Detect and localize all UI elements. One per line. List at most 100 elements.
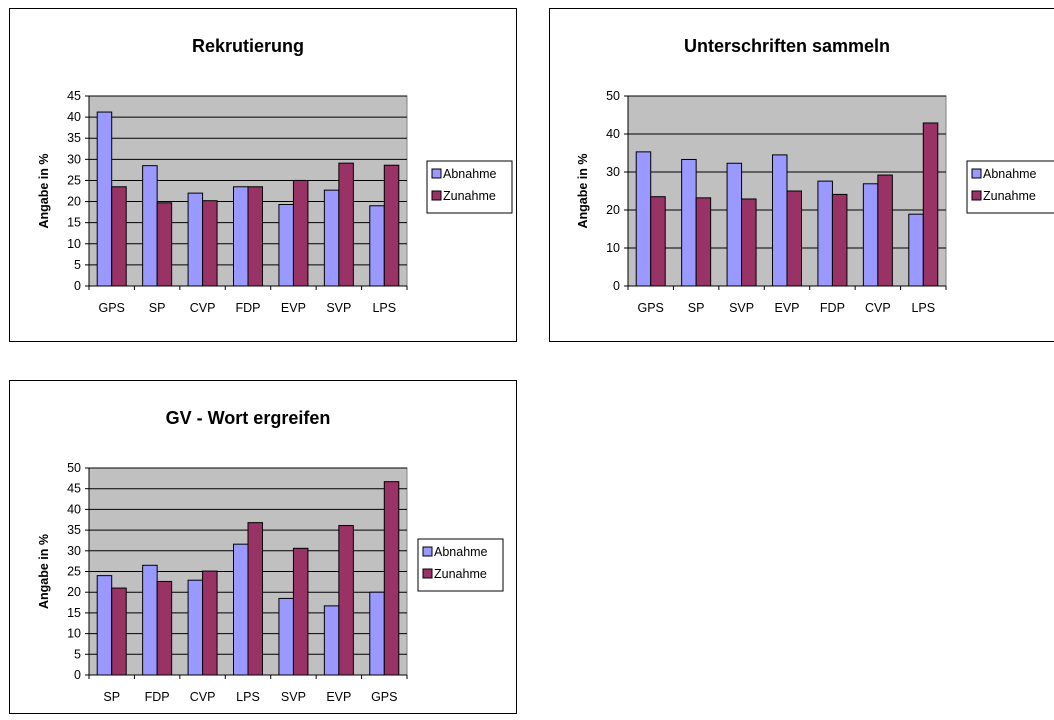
legend-swatch-abnahme (422, 546, 433, 557)
legend-swatch-zunahme (431, 190, 442, 201)
x-tick-label: FDP (145, 690, 170, 704)
bar-zunahme-fdp (156, 580, 173, 676)
y-tick-label: 30 (67, 544, 81, 558)
bar-zunahme-fdp (831, 193, 848, 287)
y-tick-label: 50 (67, 461, 81, 475)
legend-swatch-zunahme (422, 568, 433, 579)
bar-zunahme-evp (292, 179, 309, 287)
bar-abnahme-evp (323, 605, 340, 676)
x-tick-label: SP (149, 301, 166, 315)
bar-zunahme-sp (111, 587, 127, 676)
bar-zunahme-svp (338, 162, 354, 287)
bar-abnahme-fdp (233, 186, 249, 287)
chart-title: Unterschriften sammeln (684, 36, 890, 56)
x-tick-label: SP (103, 690, 120, 704)
bar-zunahme-lps (247, 522, 263, 676)
y-tick-label: 40 (67, 110, 81, 124)
bar-abnahme-lps (908, 213, 924, 287)
bar-abnahme-sp (681, 158, 697, 287)
x-tick-label: GPS (99, 301, 125, 315)
y-tick-label: 50 (606, 89, 620, 103)
bar-zunahme-fdp (247, 186, 263, 287)
bar-zunahme-gps (111, 186, 127, 287)
chart-title: GV - Wort ergreifen (166, 408, 331, 428)
y-tick-label: 25 (67, 565, 81, 579)
legend-swatch-abnahme (431, 168, 442, 179)
y-tick-label: 35 (67, 131, 81, 145)
bar-zunahme-evp (338, 525, 354, 676)
bar-zunahme-cvp (202, 200, 218, 287)
bar-abnahme-svp (278, 597, 294, 676)
y-tick-label: 40 (606, 127, 620, 141)
bar-abnahme-fdp (817, 180, 833, 287)
y-tick-label: 10 (606, 241, 620, 255)
y-axis-label: Angabe in % (576, 153, 590, 228)
y-tick-label: 10 (67, 627, 81, 641)
bar-zunahme-lps (922, 122, 939, 287)
legend-swatch-zunahme (971, 190, 982, 201)
y-tick-label: 45 (67, 482, 81, 496)
bar-zunahme-cvp (877, 174, 893, 287)
x-tick-label: FDP (236, 301, 261, 315)
x-tick-label: CVP (865, 301, 891, 315)
bar-abnahme-svp (323, 189, 340, 287)
legend-label-zunahme: Zunahme (983, 189, 1036, 203)
bar-zunahme-evp (786, 190, 802, 287)
legend-label-abnahme: Abnahme (983, 167, 1037, 181)
bar-abnahme-lps (233, 543, 249, 676)
bar-zunahme-sp (156, 202, 173, 287)
y-tick-label: 5 (74, 258, 81, 272)
y-tick-label: 30 (606, 165, 620, 179)
chart-title: Rekrutierung (192, 36, 304, 56)
bar-abnahme-gps (369, 591, 385, 676)
x-tick-label: SVP (729, 301, 754, 315)
x-tick-label: CVP (190, 690, 216, 704)
bar-abnahme-fdp (142, 564, 158, 676)
y-tick-label: 0 (74, 279, 81, 293)
x-tick-label: LPS (236, 690, 260, 704)
legend: Abnahme Zunahme (966, 160, 1054, 214)
x-tick-label: EVP (326, 690, 351, 704)
y-tick-label: 30 (67, 152, 81, 166)
bar-abnahme-sp (96, 575, 113, 676)
y-tick-label: 15 (67, 606, 81, 620)
legend-label-zunahme: Zunahme (443, 189, 496, 203)
chart-2: 0 5 10 15 20 25 30 35 40 45 50 SP FDP CVP LPS SVP EVP GPS… (37, 408, 504, 704)
x-tick-label: EVP (774, 301, 799, 315)
x-tick-label: FDP (820, 301, 845, 315)
chart-0: 0 5 10 15 20 25 30 35 40 45 GPS SP CVP FDP EVP SVP LPS Re… (37, 36, 513, 315)
y-tick-label: 10 (67, 237, 81, 251)
legend-label-zunahme: Zunahme (434, 567, 487, 581)
legend-swatch-abnahme (971, 168, 982, 179)
x-tick-label: GPS (638, 301, 664, 315)
y-tick-label: 25 (67, 173, 81, 187)
bar-abnahme-gps (96, 111, 113, 287)
bar-abnahme-cvp (862, 183, 879, 287)
bar-zunahme-sp (695, 197, 712, 287)
x-tick-label: SVP (326, 301, 351, 315)
x-tick-label: EVP (281, 301, 306, 315)
bar-abnahme-cvp (187, 579, 204, 676)
x-tick-label: SVP (281, 690, 306, 704)
y-tick-label: 15 (67, 216, 81, 230)
bar-zunahme-cvp (202, 570, 218, 676)
x-tick-label: GPS (371, 690, 397, 704)
bar-zunahme-gps (650, 196, 666, 287)
bar-abnahme-evp (772, 154, 788, 287)
y-tick-label: 0 (74, 668, 81, 682)
bar-abnahme-gps (635, 151, 652, 287)
y-axis-label: Angabe in % (37, 153, 51, 228)
bar-zunahme-svp (741, 198, 757, 287)
y-tick-label: 20 (67, 585, 81, 599)
bar-abnahme-cvp (187, 192, 204, 287)
y-axis-label: Angabe in % (37, 534, 51, 609)
y-tick-label: 20 (606, 203, 620, 217)
legend: Abnahme Zunahme (417, 538, 504, 592)
bar-zunahme-gps (383, 481, 400, 676)
y-tick-label: 40 (67, 502, 81, 516)
legend-label-abnahme: Abnahme (434, 545, 488, 559)
bar-abnahme-evp (278, 204, 294, 287)
y-tick-label: 5 (74, 647, 81, 661)
y-tick-label: 20 (67, 195, 81, 209)
